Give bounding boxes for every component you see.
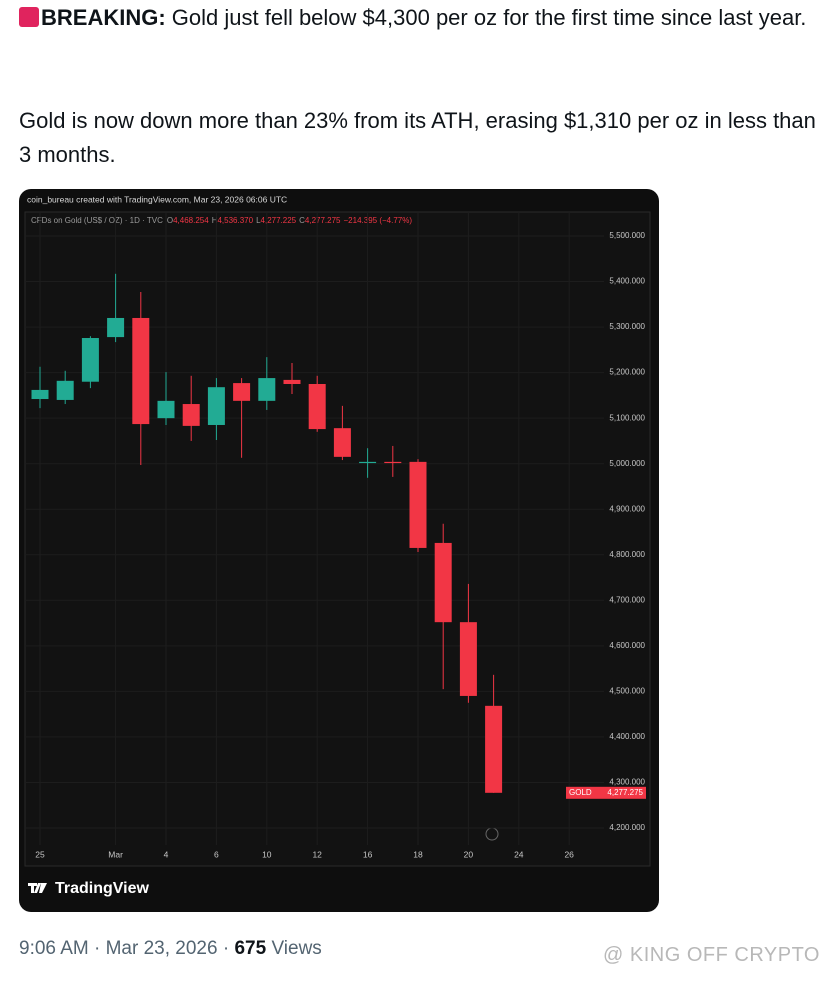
y-tick-label: 4,900.000	[609, 504, 645, 513]
x-tick-label: 10	[262, 849, 272, 859]
candle-body	[207, 387, 225, 425]
time: 9:06 AM	[19, 938, 89, 959]
x-tick-label: 20	[464, 849, 474, 859]
ohlc-key: L	[256, 216, 261, 225]
candle-body	[31, 389, 49, 400]
candle-body	[258, 378, 276, 401]
ohlc-value: 4,277.225	[261, 216, 297, 225]
price-label: GOLD 4,277.275	[566, 786, 646, 799]
ohlc-value: 4,536.370	[217, 216, 253, 225]
x-tick-label: 18	[413, 849, 423, 859]
y-tick-label: 4,800.000	[609, 550, 645, 559]
tweet-paragraph: BREAKING: Gold just fell below $4,300 pe…	[19, 1, 819, 35]
tweet-lead: BREAKING:	[41, 5, 166, 30]
candle-body	[459, 622, 477, 696]
price-label-value: 4,277.275	[607, 788, 643, 797]
candle-body	[56, 380, 74, 400]
candle-body	[283, 379, 301, 384]
tweet-text: Gold is now down more than 23% from its …	[19, 108, 816, 167]
y-tick-label: 5,500.000	[609, 231, 645, 240]
chart-header: CFDs on Gold (US$ / OZ) · 1D · TVC O4,468…	[31, 216, 412, 225]
candle-body	[333, 428, 351, 457]
y-tick-label: 5,300.000	[609, 322, 645, 331]
candle-body	[132, 317, 150, 425]
y-tick-label: 4,700.000	[609, 595, 645, 604]
candle-body	[157, 400, 175, 419]
ohlc-value: 4,468.254	[173, 216, 209, 225]
candle-body	[384, 461, 402, 464]
candle-body	[81, 338, 99, 382]
ohlc-key: C	[299, 216, 305, 225]
y-tick-label: 4,600.000	[609, 641, 645, 650]
candle-body	[409, 461, 427, 548]
ohlc-key: H	[212, 216, 218, 225]
candle-body	[359, 461, 377, 464]
brand: TradingView	[28, 880, 150, 897]
y-tick-label: 5,200.000	[609, 368, 645, 377]
price-label-symbol: GOLD	[569, 788, 592, 797]
x-tick-label: 26	[564, 849, 574, 859]
candle-body	[485, 705, 503, 793]
candle-body	[308, 384, 326, 430]
brand-name: TradingView	[55, 880, 150, 897]
y-tick-label: 5,100.000	[609, 413, 645, 422]
x-tick-label: 16	[363, 849, 373, 859]
y-tick-label: 4,200.000	[609, 823, 645, 832]
tweet-footer: 9:06 AM · Mar 23, 2026 · 675 Views	[19, 938, 322, 960]
candle-body	[107, 317, 125, 338]
x-tick-label: 4	[164, 849, 169, 859]
chart-card: coin_bureau created with TradingView.com…	[19, 189, 659, 912]
x-tick-label: 6	[214, 849, 219, 859]
y-tick-label: 5,400.000	[609, 277, 645, 286]
chart-title: CFDs on Gold (US$ / OZ) · 1D · TVC	[31, 216, 163, 225]
candle-body	[434, 542, 452, 623]
views-count: 675	[234, 938, 267, 959]
x-tick-label: 12	[312, 849, 322, 859]
x-tick-label: 25	[35, 849, 45, 859]
views-label: Views	[271, 938, 322, 959]
ohlc-key: O	[167, 216, 173, 225]
ohlc-change: −214.395 (−4.77%)	[344, 216, 413, 225]
candle-body	[233, 383, 251, 401]
candle-body	[182, 404, 200, 426]
y-tick-label: 4,400.000	[609, 732, 645, 741]
ohlc-value: 4,277.275	[305, 216, 341, 225]
price-label-bg	[566, 786, 646, 799]
watermark: @ KING OFF CRYPTO	[603, 944, 820, 966]
attribution: coin_bureau created with TradingView.com…	[27, 194, 287, 204]
y-tick-label: 4,500.000	[609, 686, 645, 695]
y-tick-label: 5,000.000	[609, 459, 645, 468]
x-tick-label: 24	[514, 849, 524, 859]
brand-logo	[28, 883, 47, 893]
date: Mar 23, 2026	[105, 938, 218, 959]
separator: ·	[222, 938, 230, 959]
tweet-text: Gold just fell below $4,300 per oz for t…	[165, 5, 807, 30]
alarm-icon	[19, 7, 39, 27]
separator: ·	[94, 938, 101, 959]
x-tick-label: Mar	[108, 849, 123, 859]
y-tick-label: 4,300.000	[609, 778, 645, 787]
plot-panel	[24, 211, 651, 867]
